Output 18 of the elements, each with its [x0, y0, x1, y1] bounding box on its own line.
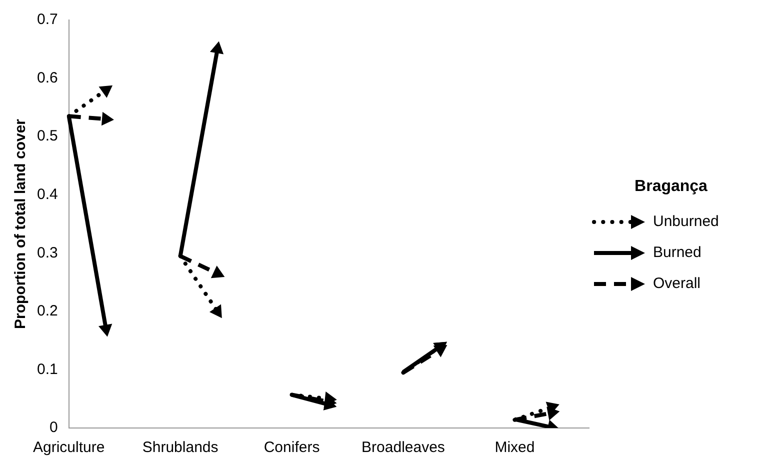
legend-label: Burned: [653, 244, 702, 261]
legend-label: Unburned: [653, 213, 719, 230]
y-tick-label: 0.3: [36, 244, 58, 262]
y-tick-label: 0.1: [36, 360, 58, 378]
x-tick-label: Agriculture: [33, 439, 105, 456]
x-tick-label: Broadleaves: [362, 439, 445, 456]
x-tick-label: Mixed: [494, 439, 535, 456]
y-tick-label: 0.2: [36, 302, 58, 320]
y-tick-label: 0.4: [36, 186, 58, 203]
x-tick-label: Shrublands: [142, 439, 218, 456]
y-axis-title: Proportion of total land cover: [12, 118, 30, 330]
x-tick-label: Conifers: [264, 439, 320, 456]
legend-title: Bragança: [634, 178, 708, 196]
y-tick-label: 0.7: [36, 11, 58, 28]
y-tick-label: 0: [50, 419, 58, 436]
legend-label: Overall: [653, 275, 701, 292]
y-tick-label: 0.6: [36, 69, 58, 86]
y-tick-label: 0.5: [36, 128, 58, 145]
